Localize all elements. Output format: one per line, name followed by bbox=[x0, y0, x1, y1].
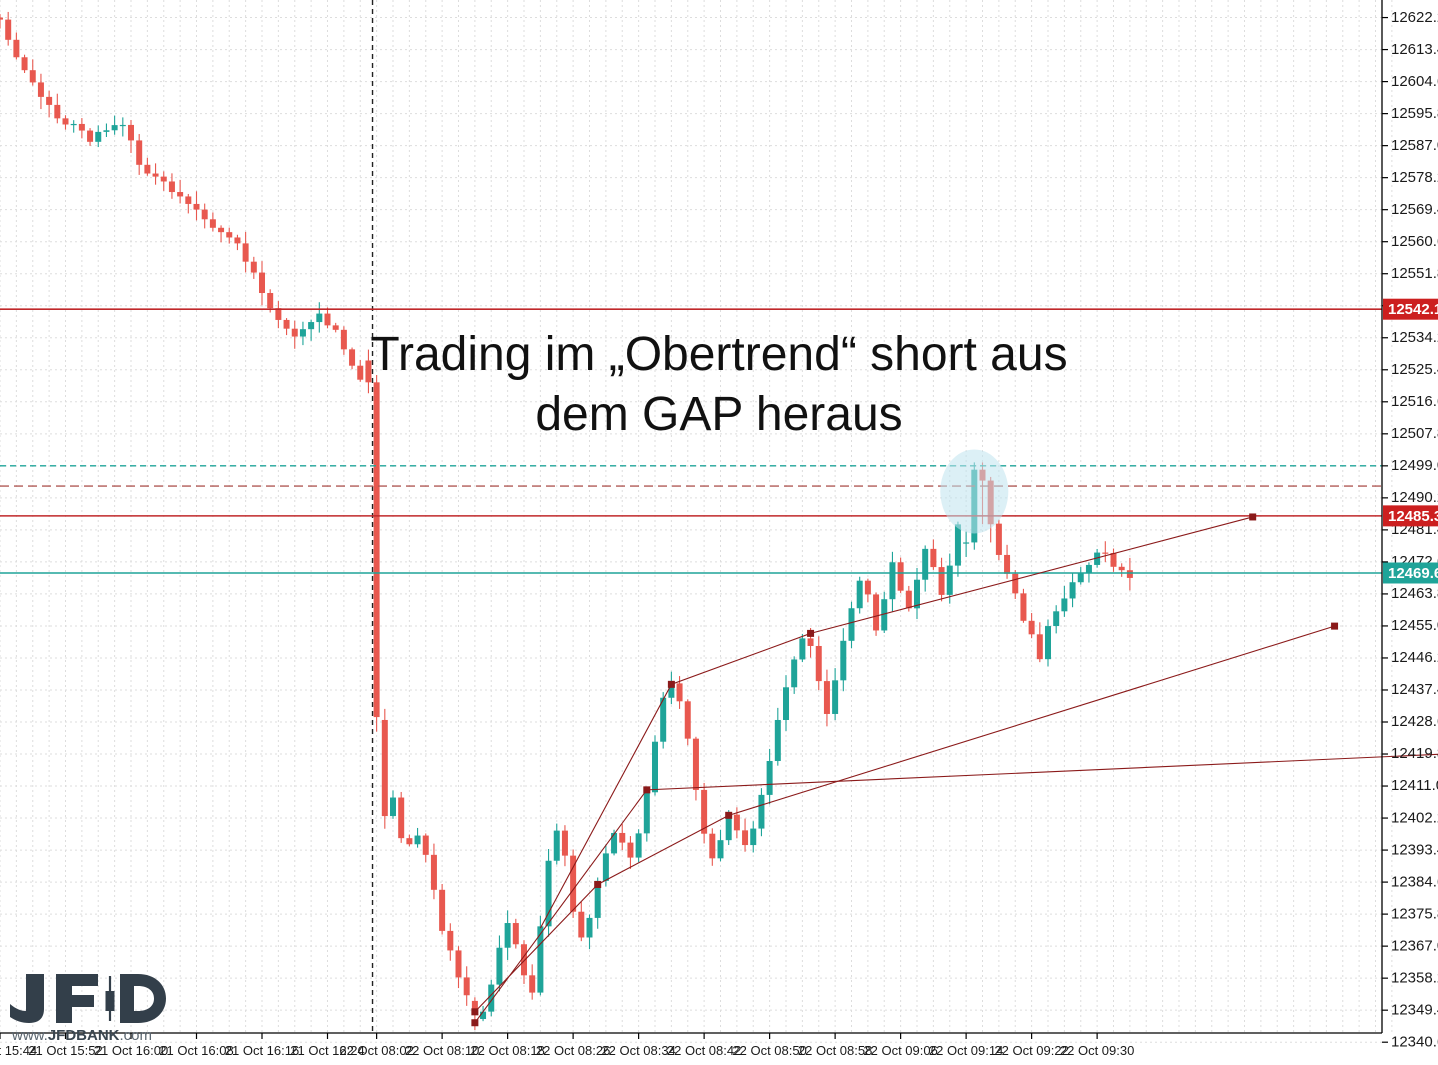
svg-text:12534.25: 12534.25 bbox=[1391, 329, 1438, 346]
svg-text:22 Oct 08:02: 22 Oct 08:02 bbox=[339, 1043, 413, 1058]
svg-text:22 Oct 09:06: 22 Oct 09:06 bbox=[863, 1043, 937, 1058]
svg-text:12349.45: 12349.45 bbox=[1391, 1001, 1438, 1018]
svg-text:12490.25: 12490.25 bbox=[1391, 489, 1438, 506]
svg-text:12402.25: 12402.25 bbox=[1391, 809, 1438, 826]
svg-text:12375.85: 12375.85 bbox=[1391, 905, 1438, 922]
svg-text:12393.45: 12393.45 bbox=[1391, 841, 1438, 858]
svg-text:12613.45: 12613.45 bbox=[1391, 41, 1438, 58]
svg-text:21 Oct 15:52: 21 Oct 15:52 bbox=[28, 1043, 102, 1058]
svg-text:12569.45: 12569.45 bbox=[1391, 201, 1438, 218]
svg-text:12455.05: 12455.05 bbox=[1391, 617, 1438, 634]
svg-text:22 Oct 08:50: 22 Oct 08:50 bbox=[732, 1043, 806, 1058]
svg-text:21 Oct 16:16: 21 Oct 16:16 bbox=[225, 1043, 299, 1058]
svg-text:12516.65: 12516.65 bbox=[1391, 393, 1438, 410]
svg-text:12437.45: 12437.45 bbox=[1391, 681, 1438, 698]
svg-text:22 Oct 08:10: 22 Oct 08:10 bbox=[405, 1043, 479, 1058]
svg-text:22 Oct 08:34: 22 Oct 08:34 bbox=[601, 1043, 675, 1058]
svg-text:22 Oct 08:18: 22 Oct 08:18 bbox=[470, 1043, 544, 1058]
svg-text:12419.85: 12419.85 bbox=[1391, 745, 1438, 762]
svg-text:22 Oct 09:22: 22 Oct 09:22 bbox=[994, 1043, 1068, 1058]
svg-text:12604.65: 12604.65 bbox=[1391, 73, 1438, 90]
svg-text:dem GAP heraus: dem GAP heraus bbox=[535, 388, 902, 441]
svg-text:22 Oct 08:26: 22 Oct 08:26 bbox=[536, 1043, 610, 1058]
svg-text:12622.25: 12622.25 bbox=[1391, 9, 1438, 26]
svg-text:12469.60: 12469.60 bbox=[1388, 565, 1438, 582]
svg-text:12446.25: 12446.25 bbox=[1391, 649, 1438, 666]
svg-text:21 Oct 16:00: 21 Oct 16:00 bbox=[94, 1043, 168, 1058]
svg-text:12595.85: 12595.85 bbox=[1391, 105, 1438, 122]
svg-text:12428.65: 12428.65 bbox=[1391, 713, 1438, 730]
svg-text:12367.05: 12367.05 bbox=[1391, 937, 1438, 954]
svg-text:12411.05: 12411.05 bbox=[1391, 777, 1438, 794]
svg-text:12525.45: 12525.45 bbox=[1391, 361, 1438, 378]
svg-text:Trading im „Obertrend“ short a: Trading im „Obertrend“ short aus bbox=[370, 328, 1067, 381]
svg-text:22 Oct 08:58: 22 Oct 08:58 bbox=[798, 1043, 872, 1058]
svg-text:12340.65: 12340.65 bbox=[1391, 1033, 1438, 1050]
svg-text:22 Oct 09:30: 22 Oct 09:30 bbox=[1060, 1043, 1134, 1058]
svg-text:12463.85: 12463.85 bbox=[1391, 585, 1438, 602]
svg-text:22 Oct 08:42: 22 Oct 08:42 bbox=[667, 1043, 741, 1058]
svg-text:12560.65: 12560.65 bbox=[1391, 233, 1438, 250]
svg-text:12485.30: 12485.30 bbox=[1388, 508, 1438, 525]
svg-text:12587.05: 12587.05 bbox=[1391, 137, 1438, 154]
svg-text:21 Oct 16:08: 21 Oct 16:08 bbox=[159, 1043, 233, 1058]
svg-text:12542.10: 12542.10 bbox=[1388, 301, 1438, 318]
svg-text:22 Oct 09:14: 22 Oct 09:14 bbox=[929, 1043, 1003, 1058]
svg-text:12358.25: 12358.25 bbox=[1391, 969, 1438, 986]
svg-text:www.JFDBANK.com: www.JFDBANK.com bbox=[11, 1027, 152, 1044]
svg-text:12384.65: 12384.65 bbox=[1391, 873, 1438, 890]
svg-text:12499.05: 12499.05 bbox=[1391, 457, 1438, 474]
svg-text:12551.85: 12551.85 bbox=[1391, 265, 1438, 282]
svg-text:12578.25: 12578.25 bbox=[1391, 169, 1438, 186]
svg-text:12507.85: 12507.85 bbox=[1391, 425, 1438, 442]
